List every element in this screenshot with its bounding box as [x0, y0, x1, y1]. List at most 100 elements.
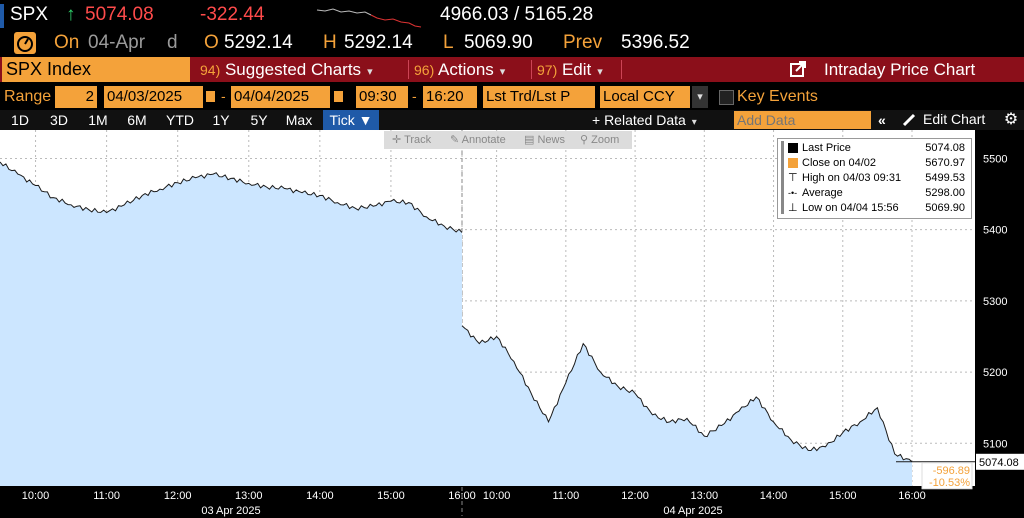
- open-label: O: [204, 32, 219, 53]
- annotate-tool[interactable]: ✎ Annotate: [450, 133, 506, 146]
- period-5y-button[interactable]: 5Y: [250, 112, 268, 128]
- x-tick-label: 10:00: [22, 490, 50, 502]
- x-tick-label: 11:00: [93, 490, 120, 502]
- y-tick-label: 5500: [983, 153, 1007, 165]
- chevron-down-icon: ▾: [367, 66, 373, 78]
- edit-menu[interactable]: 97) Edit ▾: [537, 57, 603, 82]
- chevron-down-icon[interactable]: ▾: [692, 86, 708, 108]
- day-label: 04 Apr 2025: [663, 505, 722, 517]
- x-tick-label: 14:00: [760, 490, 788, 502]
- range-value-input[interactable]: 2: [55, 86, 97, 108]
- period-bar: 1D 3D 1M 6M YTD 1Y 5Y Max Tick ▼ + Related Data ▾…: [0, 110, 1024, 130]
- x-tick-label: 10:00: [483, 490, 511, 502]
- x-tick-label: 15:00: [377, 490, 405, 502]
- period-1y-button[interactable]: 1Y: [212, 112, 230, 128]
- change-box: [921, 462, 973, 490]
- average-marker-icon: -•-: [788, 188, 798, 198]
- high-value: 5292.14: [344, 32, 413, 53]
- edit-chart-button[interactable]: Edit Chart: [923, 111, 986, 127]
- chart-tool-strip: ✛ Track ✎ Annotate ▤ News ⚲ Zoom: [384, 131, 632, 149]
- suggested-charts-label: Suggested Charts: [224, 60, 362, 79]
- legend-label: Low on 04/04 15:56: [802, 202, 899, 214]
- calendar-icon[interactable]: [333, 90, 344, 103]
- legend-item[interactable]: Last Price 5074.08: [778, 141, 971, 155]
- sparkline-icon: [316, 8, 422, 28]
- price-type-select[interactable]: Lst Trd/Lst P: [483, 86, 595, 108]
- chart-legend[interactable]: Last Price 5074.08 Close on 04/02 5670.97 ⊤ H…: [777, 138, 972, 219]
- y-tick-label: 5400: [983, 225, 1007, 237]
- key-events-checkbox[interactable]: [719, 90, 734, 105]
- menu-bar: SPX Index 94) Suggested Charts ▾ 96) Acti…: [0, 57, 1024, 82]
- actions-menu[interactable]: 96) Actions ▾: [414, 57, 505, 82]
- day-range: 4966.03 / 5165.28: [440, 4, 594, 25]
- period-1d-button[interactable]: 1D: [11, 112, 29, 128]
- currency-select[interactable]: Local CCY: [600, 86, 690, 108]
- period-tick-button[interactable]: Tick ▼: [323, 110, 379, 130]
- suggested-charts-number: 94): [200, 62, 221, 78]
- change-label: -596.89: [933, 465, 970, 477]
- time-dash: -: [412, 88, 417, 104]
- zoom-tool[interactable]: ⚲ Zoom: [580, 133, 619, 146]
- range-label: Range: [4, 88, 52, 105]
- actions-number: 96): [414, 62, 435, 78]
- add-data-input[interactable]: [734, 111, 871, 129]
- x-tick-label: 12:00: [164, 490, 192, 502]
- range-bar: Range 2 04/03/2025 - 04/04/2025 09:30 - …: [0, 86, 1024, 108]
- change-pct-label: -10.53%: [929, 477, 970, 489]
- gauge-icon[interactable]: [14, 32, 36, 54]
- ticker-symbol[interactable]: SPX: [10, 4, 49, 25]
- security-marker: [0, 4, 4, 28]
- external-link-icon[interactable]: [790, 61, 806, 77]
- period-1m-button[interactable]: 1M: [88, 112, 108, 128]
- pencil-icon[interactable]: [902, 113, 916, 127]
- collapse-double-chevron-icon[interactable]: «: [878, 112, 886, 128]
- security-name[interactable]: SPX Index: [2, 57, 190, 82]
- legend-swatch-icon: [788, 158, 798, 168]
- end-date-input[interactable]: 04/04/2025: [231, 86, 330, 108]
- legend-swatch-icon: [788, 143, 798, 153]
- gear-icon[interactable]: ⚙: [1003, 111, 1019, 128]
- y-tick-label: 5200: [983, 367, 1007, 379]
- x-tick-label: 12:00: [621, 490, 649, 502]
- track-tool[interactable]: ✛ Track: [392, 133, 431, 146]
- price-area: [462, 325, 912, 486]
- on-label: On: [54, 32, 80, 53]
- low-value: 5069.90: [464, 32, 533, 53]
- period-6m-button[interactable]: 6M: [127, 112, 147, 128]
- high-label: H: [323, 32, 337, 53]
- related-data-button[interactable]: + Related Data ▾: [592, 110, 697, 130]
- menu-divider: [531, 60, 532, 79]
- actions-label: Actions: [438, 60, 494, 79]
- legend-item[interactable]: Close on 04/02 5670.97: [778, 156, 971, 170]
- day-label: 03 Apr 2025: [201, 505, 260, 517]
- edit-label: Edit: [561, 60, 592, 79]
- news-tool[interactable]: ▤ News: [524, 133, 565, 146]
- legend-handle[interactable]: [781, 141, 784, 214]
- net-change: -322.44: [200, 4, 265, 25]
- period-max-button[interactable]: Max: [285, 112, 313, 128]
- ticker-row: SPX ↑ 5074.08 -322.44 4966.03 / 5165.28: [0, 2, 1024, 30]
- prev-label: Prev: [563, 32, 603, 53]
- legend-label: Average: [802, 187, 843, 199]
- price-line: [461, 325, 913, 463]
- calendar-icon[interactable]: [205, 90, 216, 103]
- magnifier-icon: ⚲: [580, 134, 589, 146]
- quote-row: On 04-Apr d O 5292.14 H 5292.14 L 5069.9…: [0, 30, 1024, 56]
- x-tick-label: 11:00: [552, 490, 579, 502]
- x-tick-label: 16:00: [898, 490, 926, 502]
- prev-value: 5396.52: [621, 32, 690, 53]
- legend-value: 5670.97: [925, 157, 965, 169]
- end-time-input[interactable]: 16:20: [423, 86, 477, 108]
- annotate-label: Annotate: [461, 134, 506, 146]
- legend-item[interactable]: -•- Average 5298.00: [778, 186, 971, 200]
- suggested-charts-menu[interactable]: 94) Suggested Charts ▾: [200, 57, 373, 82]
- quote-d-label: d: [167, 32, 178, 53]
- legend-item[interactable]: ⊥ Low on 04/04 15:56 5069.90: [778, 201, 971, 215]
- period-3d-button[interactable]: 3D: [50, 112, 68, 128]
- legend-item[interactable]: ⊤ High on 04/03 09:31 5499.53: [778, 171, 971, 185]
- period-ytd-button[interactable]: YTD: [166, 112, 194, 128]
- price-chart[interactable]: 5500 5400 5300 5200 5100 10:00 11:00 12:00 13:00…: [0, 130, 1024, 518]
- track-label: Track: [404, 134, 432, 146]
- start-date-input[interactable]: 04/03/2025: [104, 86, 203, 108]
- start-time-input[interactable]: 09:30: [356, 86, 408, 108]
